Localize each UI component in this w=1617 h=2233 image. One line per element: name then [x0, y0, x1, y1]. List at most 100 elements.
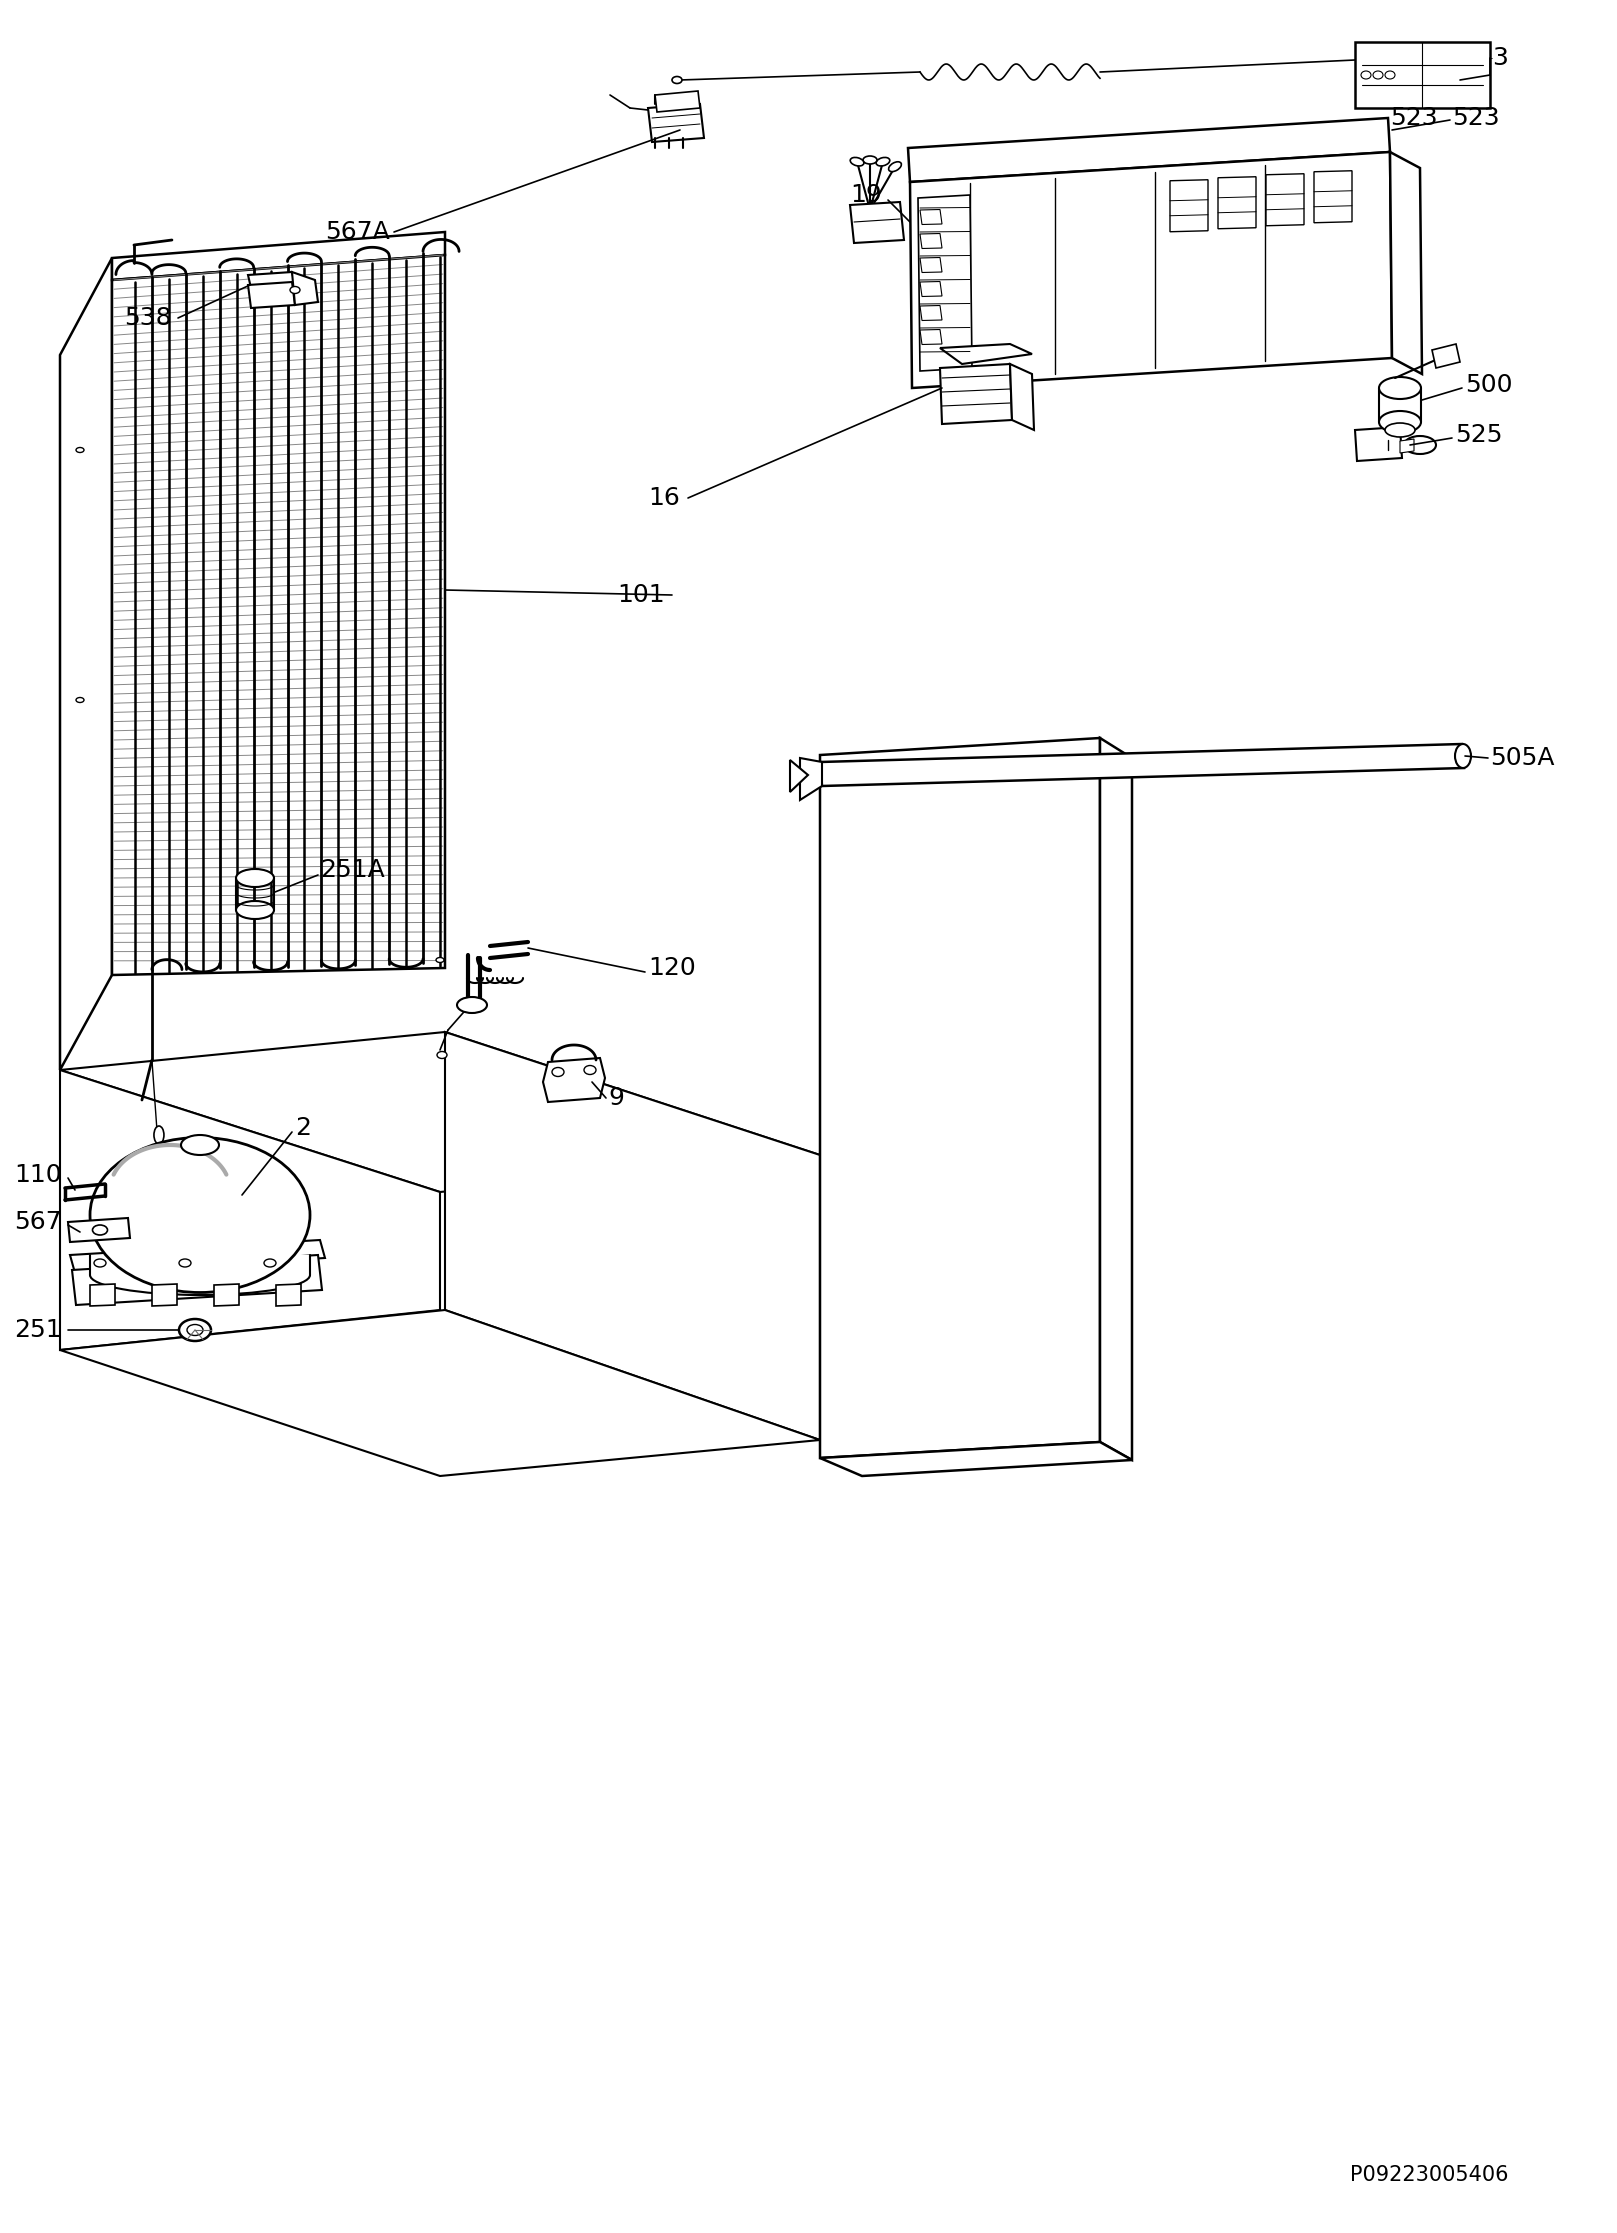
Ellipse shape	[1379, 411, 1421, 433]
Ellipse shape	[91, 1137, 310, 1293]
Polygon shape	[247, 272, 294, 288]
Polygon shape	[939, 364, 1012, 424]
Polygon shape	[1400, 440, 1413, 453]
Polygon shape	[445, 1032, 820, 1440]
Polygon shape	[1355, 427, 1402, 460]
Ellipse shape	[236, 900, 273, 920]
Ellipse shape	[1455, 744, 1471, 768]
Ellipse shape	[1404, 435, 1436, 453]
Polygon shape	[791, 759, 808, 793]
Ellipse shape	[91, 1255, 310, 1295]
Ellipse shape	[76, 697, 84, 703]
Ellipse shape	[179, 1320, 210, 1342]
Ellipse shape	[76, 447, 84, 453]
Polygon shape	[820, 744, 1463, 786]
Text: 567A: 567A	[325, 221, 390, 243]
Text: 251: 251	[15, 1317, 61, 1342]
Ellipse shape	[289, 286, 301, 293]
Polygon shape	[1100, 737, 1132, 1460]
Ellipse shape	[236, 869, 273, 887]
Polygon shape	[543, 1058, 605, 1103]
Ellipse shape	[264, 1259, 277, 1266]
Ellipse shape	[584, 1065, 597, 1074]
Text: 567: 567	[15, 1210, 61, 1235]
Ellipse shape	[437, 1052, 446, 1058]
Polygon shape	[60, 1070, 440, 1351]
Text: 2: 2	[294, 1116, 310, 1141]
Polygon shape	[910, 152, 1392, 389]
Polygon shape	[1315, 170, 1352, 223]
Polygon shape	[820, 1443, 1132, 1476]
Ellipse shape	[551, 1067, 564, 1076]
Polygon shape	[648, 105, 703, 143]
Text: 505A: 505A	[1489, 746, 1554, 770]
Text: 9: 9	[608, 1085, 624, 1110]
Ellipse shape	[188, 1324, 204, 1335]
Polygon shape	[1266, 174, 1303, 226]
Polygon shape	[1011, 364, 1033, 431]
Polygon shape	[213, 1284, 239, 1306]
Polygon shape	[909, 118, 1391, 183]
Ellipse shape	[863, 156, 876, 163]
Polygon shape	[247, 281, 294, 308]
Polygon shape	[920, 306, 943, 322]
Ellipse shape	[94, 1259, 107, 1266]
Ellipse shape	[673, 76, 682, 83]
Polygon shape	[1391, 152, 1421, 373]
Polygon shape	[1171, 179, 1208, 232]
Text: 525: 525	[1455, 422, 1502, 447]
Polygon shape	[112, 255, 445, 976]
Polygon shape	[68, 1217, 129, 1242]
Ellipse shape	[889, 161, 901, 172]
Polygon shape	[1433, 344, 1460, 368]
Polygon shape	[920, 234, 943, 248]
Polygon shape	[655, 92, 700, 112]
Ellipse shape	[92, 1226, 107, 1235]
Polygon shape	[91, 1284, 115, 1306]
Polygon shape	[112, 232, 445, 279]
Polygon shape	[60, 1311, 820, 1476]
Text: 120: 120	[648, 956, 695, 980]
Text: 538: 538	[125, 306, 171, 330]
Polygon shape	[152, 1284, 176, 1306]
Text: 101: 101	[618, 583, 665, 607]
Text: 19: 19	[851, 183, 881, 208]
Ellipse shape	[851, 159, 863, 165]
Polygon shape	[1355, 42, 1489, 107]
Polygon shape	[920, 257, 943, 272]
Text: 523: 523	[1391, 105, 1438, 130]
Text: 523: 523	[1452, 105, 1499, 130]
Polygon shape	[91, 1255, 310, 1275]
Polygon shape	[293, 272, 319, 306]
Ellipse shape	[1386, 422, 1415, 438]
Polygon shape	[1218, 176, 1256, 228]
Ellipse shape	[181, 1134, 218, 1154]
Text: 110: 110	[15, 1163, 61, 1188]
Text: 500: 500	[1465, 373, 1512, 397]
Ellipse shape	[1386, 71, 1395, 78]
Polygon shape	[800, 757, 821, 799]
Text: 3: 3	[1492, 47, 1509, 69]
Polygon shape	[920, 210, 943, 226]
Ellipse shape	[1362, 71, 1371, 78]
Ellipse shape	[1379, 377, 1421, 400]
Text: 16: 16	[648, 487, 681, 509]
Polygon shape	[920, 330, 943, 344]
Polygon shape	[70, 1239, 325, 1273]
Polygon shape	[60, 259, 112, 1070]
Text: 251A: 251A	[320, 857, 385, 882]
Polygon shape	[920, 281, 943, 297]
Polygon shape	[820, 737, 1100, 1458]
Polygon shape	[277, 1284, 301, 1306]
Ellipse shape	[876, 159, 889, 165]
Ellipse shape	[458, 996, 487, 1014]
Ellipse shape	[1373, 71, 1383, 78]
Ellipse shape	[179, 1259, 191, 1266]
Polygon shape	[939, 344, 1032, 364]
Polygon shape	[60, 1032, 820, 1192]
Text: P09223005406: P09223005406	[1350, 2166, 1509, 2186]
Polygon shape	[918, 194, 972, 371]
Polygon shape	[851, 201, 904, 243]
Ellipse shape	[437, 958, 445, 962]
Polygon shape	[73, 1255, 322, 1304]
